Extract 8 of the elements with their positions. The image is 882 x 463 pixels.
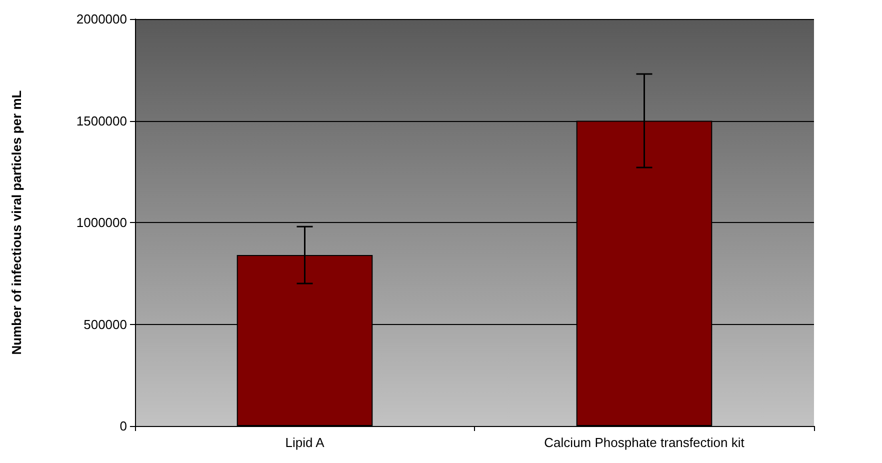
y-tick-label: 500000 (84, 316, 127, 332)
y-tick-label: 1500000 (76, 113, 127, 128)
y-axis-title: Number of infectious viral particles per mL (9, 90, 24, 355)
x-tick-label: Calcium Phosphate transfection kit (544, 435, 745, 450)
x-tick-label: Lipid A (285, 435, 325, 450)
y-tick-label: 0 (120, 418, 127, 434)
y-tick-label: 2000000 (76, 12, 127, 26)
y-tick-label: 1000000 (76, 215, 127, 230)
